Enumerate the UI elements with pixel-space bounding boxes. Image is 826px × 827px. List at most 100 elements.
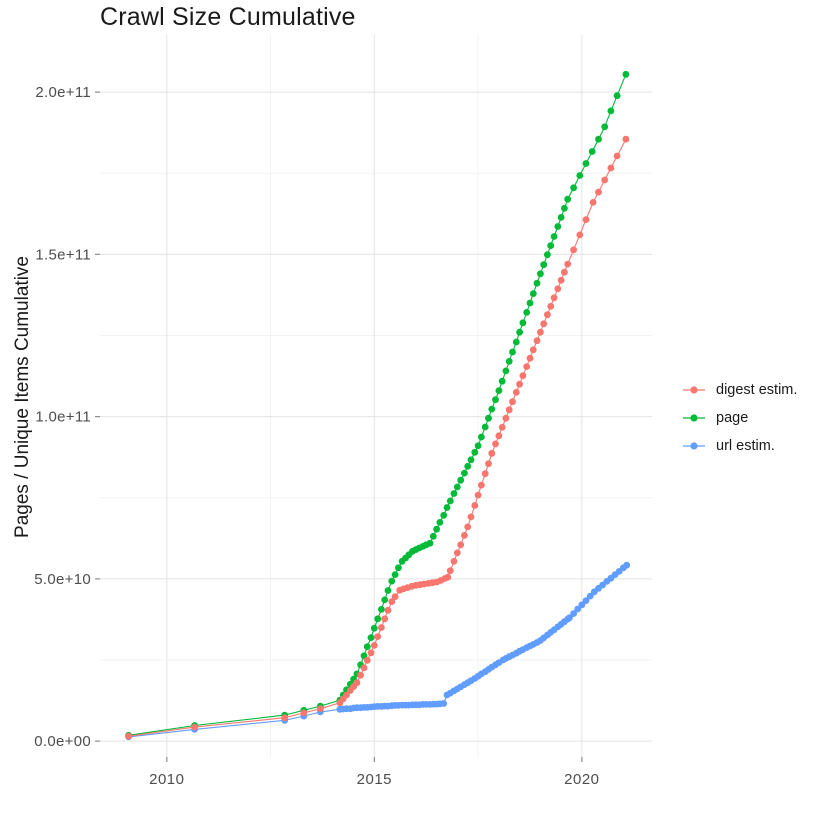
- data-point-page: [478, 433, 485, 441]
- data-point-digest-estim: [444, 573, 452, 581]
- data-point-digest-estim: [343, 691, 350, 699]
- data-point-url-estim: [574, 605, 582, 613]
- data-point-digest-estim: [595, 188, 602, 196]
- legend: digest estim. page url estim.: [682, 380, 797, 455]
- legend-label: page: [716, 409, 749, 426]
- data-point-digest-estim: [509, 398, 516, 406]
- data-point-digest-estim: [446, 567, 454, 575]
- data-point-page: [461, 469, 468, 477]
- data-point-digest-estim: [533, 337, 541, 345]
- data-point-page: [523, 309, 531, 316]
- data-point-page: [384, 587, 392, 594]
- data-point-page: [440, 511, 448, 519]
- data-point-url-estim: [582, 597, 590, 604]
- legend-key-icon: [683, 441, 705, 450]
- data-point-page: [576, 172, 584, 179]
- data-point-page: [426, 539, 434, 547]
- data-point-page: [374, 615, 382, 623]
- data-point-url-estim: [578, 601, 586, 609]
- data-point-page: [436, 519, 444, 526]
- y-tick-label: 2.0e+11: [35, 84, 91, 101]
- data-point-digest-estim: [537, 328, 544, 336]
- data-point-page: [544, 251, 551, 259]
- data-point-page: [495, 387, 503, 394]
- series-page: [125, 70, 630, 739]
- data-point-digest-estim: [561, 268, 568, 276]
- data-point-page: [505, 358, 513, 365]
- data-point-digest-estim: [607, 164, 615, 172]
- data-point-digest-estim: [467, 513, 475, 521]
- series-line-url-estim: [128, 564, 628, 738]
- data-point-digest-estim: [512, 388, 520, 396]
- data-point-digest-estim: [564, 260, 572, 268]
- data-point-page: [588, 148, 596, 155]
- data-point-digest-estim: [516, 380, 523, 388]
- y-tick-label: 1.0e+11: [35, 409, 91, 426]
- data-point-page: [601, 123, 609, 131]
- data-point-page: [502, 367, 510, 375]
- data-point-digest-estim: [384, 606, 392, 614]
- data-point-digest-estim: [125, 732, 132, 740]
- chart-title: Crawl Size Cumulative: [100, 3, 356, 31]
- grid-major: [100, 35, 652, 757]
- series-digest-estim: [125, 135, 630, 740]
- legend-key-icon: [683, 413, 705, 422]
- data-point-digest-estim: [554, 285, 562, 293]
- data-point-digest-estim: [378, 624, 385, 631]
- y-tick-label: 0.0e+00: [34, 733, 91, 750]
- data-point-page: [457, 476, 465, 484]
- data-point-digest-estim: [353, 679, 361, 687]
- data-point-page: [467, 456, 475, 464]
- data-point-digest-estim: [453, 549, 461, 557]
- data-point-digest-estim: [502, 414, 510, 422]
- data-point-digest-estim: [488, 449, 496, 457]
- data-point-page: [471, 448, 479, 456]
- data-point-digest-estim: [381, 615, 389, 623]
- axes: 2010 2015 2020 0.0e+00 5.0e+10 1.0e+11 1.5e+11…: [34, 84, 599, 788]
- data-point-digest-estim: [613, 152, 621, 160]
- data-point-page: [557, 214, 565, 221]
- data-point-digest-estim: [601, 176, 609, 184]
- data-point-page: [516, 328, 523, 336]
- data-point-page: [363, 643, 371, 651]
- data-point-digest-estim: [388, 598, 396, 605]
- data-point-page: [564, 195, 572, 203]
- data-point-page: [391, 571, 399, 578]
- grid-minor: [100, 35, 652, 757]
- data-point-digest-estim: [478, 481, 485, 489]
- data-point-digest-estim: [450, 557, 458, 565]
- data-point-digest-estim: [550, 294, 558, 302]
- data-point-digest-estim: [589, 199, 597, 206]
- data-point-digest-estim: [495, 432, 503, 440]
- data-point-url-estim: [586, 592, 594, 600]
- data-point-url-estim: [440, 700, 448, 707]
- data-point-page: [381, 596, 389, 604]
- data-point-page: [595, 135, 602, 143]
- data-point-digest-estim: [461, 532, 468, 539]
- y-tick-label: 1.5e+11: [35, 246, 91, 263]
- x-tick-label: 2015: [357, 771, 392, 788]
- data-point-page: [450, 490, 458, 497]
- data-point-digest-estim: [363, 656, 371, 664]
- data-point-digest-estim: [505, 406, 513, 414]
- data-point-page: [607, 107, 615, 115]
- data-point-digest-estim: [622, 135, 630, 143]
- data-point-page: [474, 442, 482, 450]
- data-point-page: [388, 577, 396, 585]
- data-point-digest-estim: [357, 671, 364, 679]
- data-point-page: [367, 634, 375, 641]
- y-axis-title: Pages / Unique Items Cumulative: [12, 256, 33, 538]
- data-point-page: [550, 233, 558, 240]
- legend-item-page: page: [682, 408, 797, 427]
- legend-label: url estim.: [716, 437, 775, 454]
- x-tick-label: 2010: [149, 771, 184, 788]
- data-point-page: [512, 338, 520, 346]
- data-point-digest-estim: [570, 246, 577, 254]
- data-point-digest-estim: [576, 231, 584, 239]
- data-point-page: [509, 348, 516, 356]
- data-point-digest-estim: [492, 440, 499, 448]
- data-point-page: [547, 242, 555, 250]
- data-point-page: [570, 184, 577, 192]
- data-point-digest-estim: [526, 354, 534, 362]
